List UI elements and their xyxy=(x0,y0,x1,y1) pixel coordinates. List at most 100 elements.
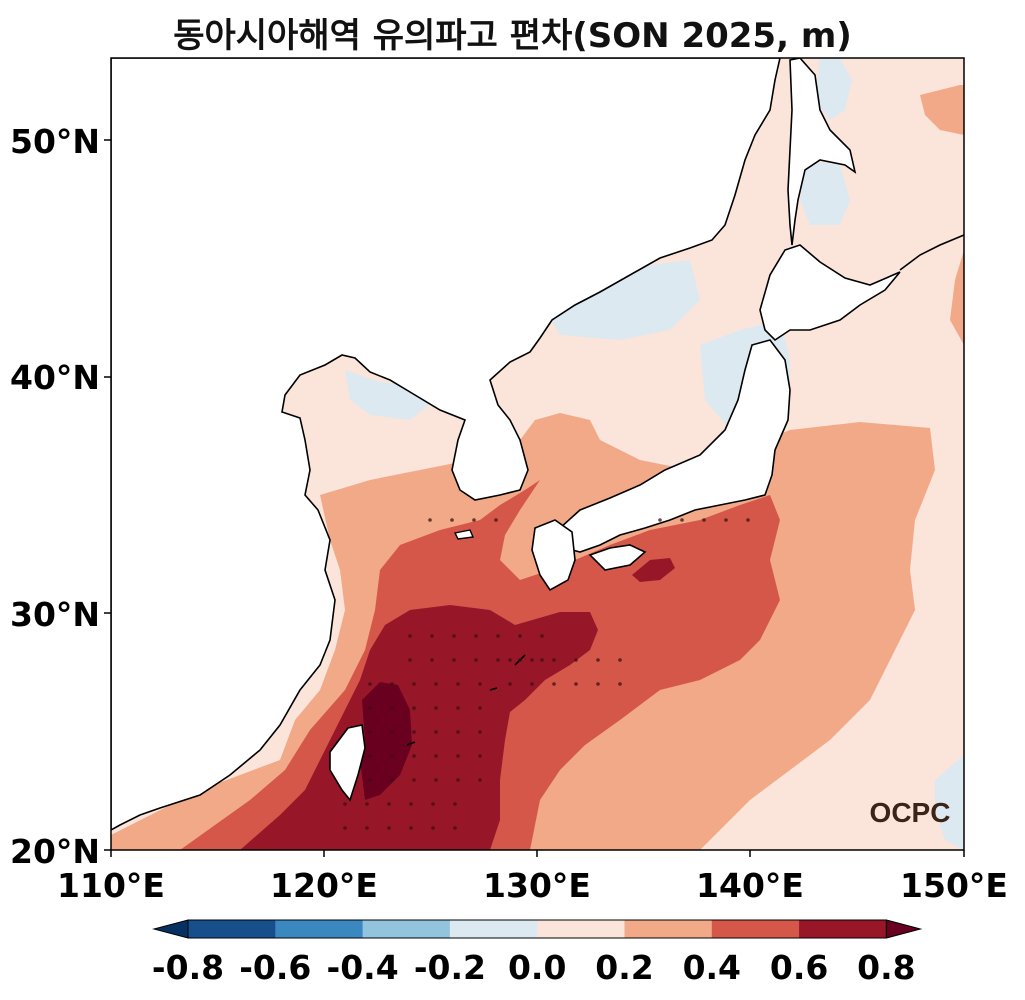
stipple-dot xyxy=(431,826,435,830)
land-sakhalin xyxy=(787,58,857,246)
anomaly-contour-neg-4 xyxy=(545,260,700,340)
stipple-dot xyxy=(508,658,512,662)
stipple-dot xyxy=(409,802,413,806)
stipple-dot xyxy=(452,634,456,638)
colorbar-tick-label: -0.2 xyxy=(413,948,486,987)
x-tick-label-110e: 110°E xyxy=(57,866,165,905)
stipple-dot xyxy=(453,826,457,830)
y-tick-label-40n: 40°N xyxy=(10,358,101,397)
stipple-dot xyxy=(390,706,394,710)
stipple-dot xyxy=(434,778,438,782)
stipple-dot xyxy=(450,518,454,522)
colorbar-tick-label: 0.2 xyxy=(595,948,654,987)
stipple-dot xyxy=(343,826,347,830)
stipple-dot xyxy=(596,658,600,662)
colorbar-tick-label: -0.4 xyxy=(326,948,399,987)
stipple-dot xyxy=(518,658,522,662)
colorbar-swatch xyxy=(188,920,276,938)
stipple-dot xyxy=(368,730,372,734)
x-tick-label-120e: 120°E xyxy=(270,866,378,905)
stipple-dot xyxy=(496,634,500,638)
stipple-dot xyxy=(430,658,434,662)
land-shikoku xyxy=(588,544,647,571)
ocpc-logo: OCPC xyxy=(870,797,951,828)
colorbar-swatch xyxy=(362,920,451,938)
anomaly-contour-neg-1 xyxy=(815,58,852,120)
stipple-dot xyxy=(456,754,460,758)
stipple-dot xyxy=(390,754,394,758)
stipple-dot xyxy=(434,706,438,710)
stipple-dot xyxy=(496,658,500,662)
stipple-dot xyxy=(658,518,662,522)
stipple-dot xyxy=(478,778,482,782)
stipple-dot xyxy=(428,518,432,522)
stipple-dot xyxy=(474,634,478,638)
stipple-dot xyxy=(618,658,622,662)
colorbar-tick-label: -0.8 xyxy=(151,948,225,987)
anomaly-contour-pos-4b xyxy=(632,558,675,582)
land-taiwan xyxy=(329,724,366,802)
colorbar-swatch xyxy=(624,920,713,938)
colorbar-swatch xyxy=(449,920,538,938)
colorbar-extend-low xyxy=(152,919,189,939)
stipple-dot xyxy=(746,518,750,522)
land-kyushu xyxy=(531,519,576,592)
stipple-dot xyxy=(724,518,728,522)
stipple-dot xyxy=(680,518,684,522)
anomaly-contour-neg-5 xyxy=(345,370,435,420)
stipple-dot xyxy=(368,754,372,758)
stipple-dot xyxy=(390,778,394,782)
land-honshu xyxy=(559,339,791,553)
anomaly-contour-pos-4 xyxy=(240,605,598,850)
stipple-dot xyxy=(618,682,622,686)
y-tick-label-30n: 30°N xyxy=(10,595,101,634)
stipple-dot xyxy=(540,634,544,638)
anomaly-contour-neg-6 xyxy=(935,755,964,850)
stipple-dot xyxy=(434,754,438,758)
anomaly-contour-pos-2c xyxy=(950,250,964,345)
significance-stipple xyxy=(343,518,750,830)
stipple-dot xyxy=(431,802,435,806)
colorbar-swatch xyxy=(799,920,887,938)
colorbar-swatch xyxy=(537,920,625,938)
stipple-dot xyxy=(368,778,372,782)
stipple-dot xyxy=(408,658,412,662)
stipple-dot xyxy=(430,634,434,638)
stipple-dot xyxy=(408,634,412,638)
stipple-dot xyxy=(530,682,534,686)
y-axis-ticks xyxy=(104,139,111,851)
anomaly-contour-pos-2b xyxy=(920,85,964,135)
land-jeju xyxy=(453,529,475,540)
stipple-dot xyxy=(452,658,456,662)
stipple-dot xyxy=(478,754,482,758)
colorbar-tick-label: 0.8 xyxy=(857,948,916,987)
stipple-dot xyxy=(574,682,578,686)
y-tick-label-20n: 20°N xyxy=(10,832,101,871)
stipple-dot xyxy=(412,682,416,686)
stipple-dot xyxy=(552,658,556,662)
stipple-dot xyxy=(508,682,512,686)
stipple-dot xyxy=(456,778,460,782)
stipple-dot xyxy=(412,730,416,734)
stipple-dot xyxy=(390,730,394,734)
colorbar-tick-label: 0.0 xyxy=(507,948,567,987)
stipple-dot xyxy=(434,682,438,686)
colorbar-swatch xyxy=(275,920,364,938)
colorbar-tick-label: -0.6 xyxy=(239,948,312,987)
anomaly-contour-pos-5 xyxy=(360,682,412,800)
map-title: 동아시아해역 유의파고 편차(SON 2025, m) xyxy=(173,16,852,56)
stipple-dot xyxy=(596,682,600,686)
stipple-dot xyxy=(390,682,394,686)
colorbar-swatch xyxy=(711,920,800,938)
stipple-dot xyxy=(478,682,482,686)
stipple-dot xyxy=(552,682,556,686)
land-mainland-asia xyxy=(111,58,781,831)
x-tick-label-150e: 150°E xyxy=(900,866,1008,905)
stipple-dot xyxy=(365,826,369,830)
land-hokkaido xyxy=(759,244,901,342)
colorbar-tick-label: 0.4 xyxy=(682,948,742,987)
stipple-dot xyxy=(518,634,522,638)
stipple-dot xyxy=(343,802,347,806)
land-kuril xyxy=(899,234,964,271)
